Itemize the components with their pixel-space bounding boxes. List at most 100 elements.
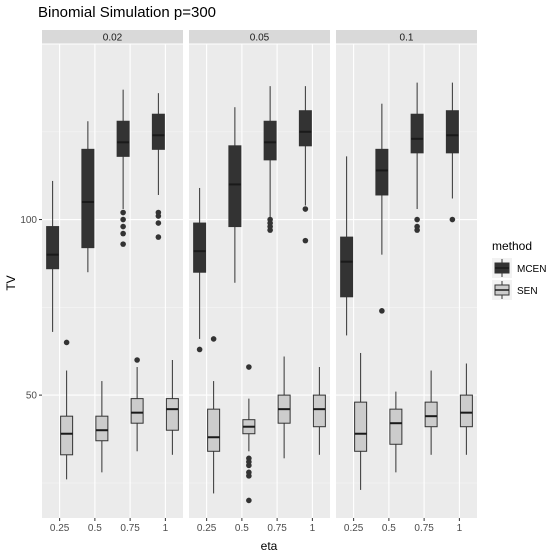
legend-entry-label: SEN	[517, 286, 538, 297]
box-iqr	[445, 110, 459, 154]
facet-strip	[336, 30, 477, 44]
outlier-point	[414, 216, 420, 223]
outlier-point	[120, 216, 126, 223]
outlier-point	[246, 469, 252, 476]
outlier-point	[379, 308, 385, 314]
outlier-point	[120, 241, 126, 247]
legend-title: method	[492, 239, 532, 253]
x-axis-label: eta	[261, 539, 278, 553]
outlier-point	[120, 230, 126, 237]
box-iqr	[165, 398, 179, 431]
box-iqr	[354, 401, 368, 452]
box-sen-0.25	[60, 339, 74, 480]
outlier-point	[210, 336, 217, 342]
box-sen-1	[459, 363, 473, 455]
x-tick-label: 0.75	[267, 523, 287, 534]
box-sen-1	[165, 360, 179, 455]
box-iqr	[312, 394, 326, 428]
outlier-point	[134, 357, 140, 363]
box-sen-0.25	[354, 352, 368, 490]
box-mcen-1	[298, 86, 312, 244]
x-tick-label: 1	[457, 523, 463, 534]
facet-strip	[189, 30, 330, 44]
box-iqr	[130, 398, 144, 424]
box-iqr	[116, 120, 130, 157]
x-tick-label: 1	[310, 523, 316, 534]
box-iqr	[424, 401, 438, 428]
outlier-point	[196, 346, 203, 353]
box-mcen-1	[151, 93, 165, 240]
x-tick-label: 0.75	[414, 523, 434, 534]
box-mcen-0.25	[340, 156, 354, 336]
facet-panels: 0.020.25 0.5 0.75 10.050.25 0.5 0.75 10.10.25 0…	[20, 30, 477, 534]
box-sen-0.5	[95, 381, 109, 473]
legend-entry-mcen: MCEN	[492, 258, 546, 278]
box-sen-0.75	[130, 357, 144, 452]
box-iqr	[46, 226, 60, 270]
outlier-point	[267, 216, 273, 223]
facet-strip	[42, 30, 183, 44]
box-iqr	[459, 394, 473, 428]
box-iqr	[263, 120, 277, 161]
outlier-point	[302, 206, 309, 212]
outlier-point	[302, 237, 309, 244]
box-mcen-0.75	[116, 89, 130, 247]
outlier-point	[155, 220, 162, 226]
outlier-point	[120, 209, 126, 216]
box-iqr	[410, 113, 424, 154]
box-iqr	[375, 148, 389, 196]
legend-entry-label: MCEN	[517, 264, 546, 275]
facet-strip-label: 0.05	[250, 33, 270, 44]
y-axis: 50 100	[20, 215, 42, 402]
outlier-point	[120, 223, 126, 230]
legend: method MCEN SEN	[492, 239, 546, 300]
box-sen-0.75	[277, 356, 291, 459]
x-tick-label: 0.5	[88, 523, 102, 534]
box-iqr	[207, 408, 221, 452]
x-tick-label: 0.5	[235, 523, 249, 534]
box-mcen-0.75	[410, 82, 424, 233]
outlier-point	[63, 339, 70, 346]
x-tick-label: 0.75	[120, 523, 140, 534]
box-iqr	[60, 415, 74, 456]
box-iqr	[95, 415, 109, 442]
box-iqr	[389, 408, 403, 445]
box-mcen-0.5	[228, 107, 242, 283]
x-tick-label: 0.25	[197, 523, 217, 534]
x-tick-label: 0.25	[50, 523, 70, 534]
legend-entry-sen: SEN	[492, 280, 538, 300]
box-sen-0.5	[242, 364, 256, 504]
box-sen-1	[312, 367, 326, 455]
box-mcen-0.25	[193, 187, 207, 353]
box-sen-0.75	[424, 370, 438, 455]
outlier-point	[246, 364, 252, 370]
box-sen-0.5	[389, 391, 403, 473]
box-mcen-0.5	[375, 103, 389, 314]
facet-strip-label: 0.1	[400, 33, 414, 44]
box-iqr	[81, 148, 95, 249]
x-tick-label: 0.25	[344, 523, 364, 534]
box-mcen-0.5	[81, 121, 95, 273]
facet-panel-1: 0.05 0.25 0.5 0.75 1	[189, 30, 330, 534]
y-axis-label: TV	[4, 275, 18, 290]
box-mcen-0.25	[46, 180, 60, 332]
box-mcen-0.75	[263, 86, 277, 233]
outlier-point	[155, 234, 162, 240]
box-iqr	[298, 110, 312, 147]
facet-strip-label: 0.02	[103, 33, 123, 44]
outlier-point	[246, 497, 252, 504]
box-mcen-1	[445, 82, 459, 223]
outlier-point	[155, 209, 162, 216]
y-tick-label: 50	[26, 391, 38, 402]
facet-panel-2: 0.1 0.25 0.5 0.75 1	[336, 30, 477, 534]
box-sen-0.25	[207, 336, 221, 494]
box-iqr	[193, 222, 207, 273]
box-iqr	[340, 236, 354, 298]
chart-title: Binomial Simulation p=300	[38, 4, 216, 21]
outlier-point	[246, 455, 252, 462]
facet-panel-0: 0.02 0.25 0.5 0.75 1	[42, 30, 183, 534]
x-tick-label: 0.5	[382, 523, 396, 534]
box-iqr	[228, 145, 242, 228]
outlier-point	[449, 216, 456, 223]
